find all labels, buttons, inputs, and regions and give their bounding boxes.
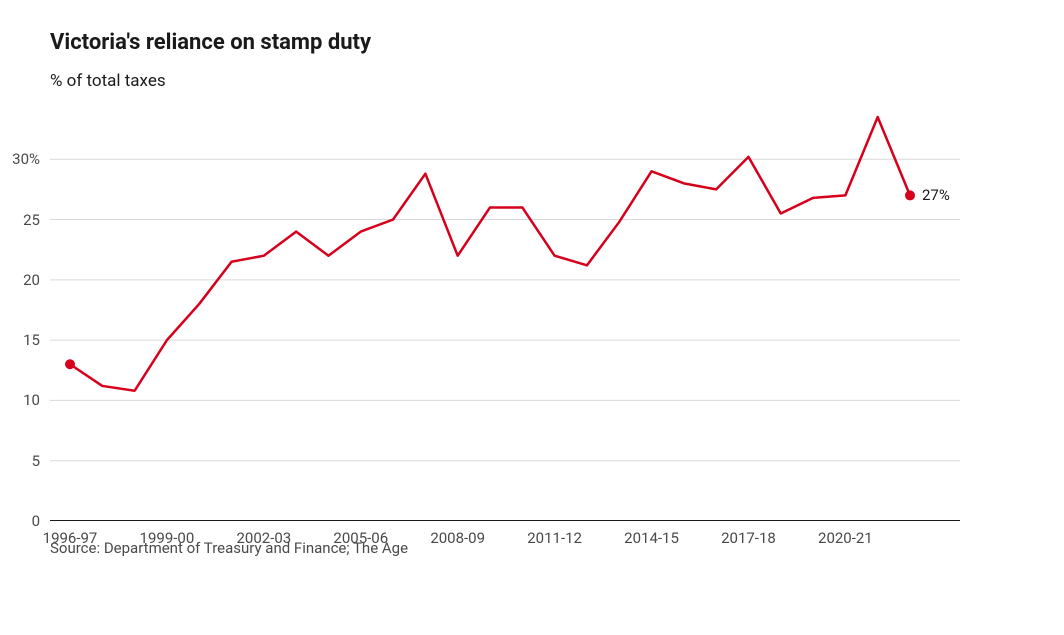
y-axis-label: 0 xyxy=(32,512,40,530)
y-axis-label: 15 xyxy=(23,331,40,349)
chart-subtitle: % of total taxes xyxy=(50,71,1044,91)
y-axis-label: 25 xyxy=(23,211,40,229)
y-axis-label: 20 xyxy=(23,271,40,289)
x-axis-label: 2008-09 xyxy=(430,529,485,547)
x-axis-label: 2017-18 xyxy=(721,529,776,547)
chart-container: Victoria's reliance on stamp duty % of t… xyxy=(0,0,1064,577)
plot-area: 051015202530%1996-971999-002002-032005-0… xyxy=(50,111,960,521)
x-axis-label: 1999-00 xyxy=(140,529,195,547)
chart-svg xyxy=(50,111,960,521)
x-axis-label: 1996-97 xyxy=(43,529,98,547)
end-value-label: 27% xyxy=(922,186,950,204)
y-axis-label: 30% xyxy=(12,150,40,168)
x-axis-label: 2002-03 xyxy=(236,529,291,547)
x-axis-label: 2020-21 xyxy=(818,529,873,547)
x-axis-label: 2011-12 xyxy=(527,529,582,547)
x-axis-label: 2014-15 xyxy=(624,529,679,547)
chart-title: Victoria's reliance on stamp duty xyxy=(50,30,1044,55)
x-axis-label: 2005-06 xyxy=(333,529,388,547)
y-axis-label: 10 xyxy=(23,391,40,409)
y-axis-label: 5 xyxy=(32,452,40,470)
